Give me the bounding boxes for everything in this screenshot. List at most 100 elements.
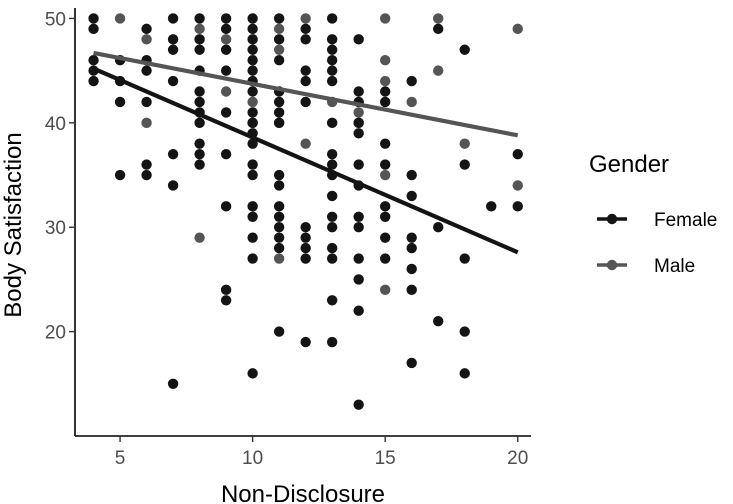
point-female-107	[353, 128, 364, 139]
point-female-135	[459, 44, 470, 55]
point-female-15	[167, 13, 179, 24]
point-female-36	[220, 65, 232, 76]
point-female-62	[273, 34, 285, 45]
point-male-9	[273, 23, 285, 35]
point-female-19	[167, 148, 179, 160]
point-female-142	[512, 201, 523, 212]
point-female-54	[247, 159, 258, 170]
point-female-61	[273, 13, 285, 24]
point-female-80	[300, 96, 311, 108]
point-female-59	[247, 253, 258, 264]
point-female-106	[353, 117, 364, 129]
x-axis-title: Non-Disclosure	[221, 481, 385, 504]
point-female-51	[247, 117, 258, 129]
point-female-72	[273, 222, 285, 233]
point-female-34	[220, 23, 232, 35]
point-female-44	[247, 34, 258, 45]
point-female-117	[379, 96, 391, 108]
point-female-39	[220, 201, 232, 212]
x-ticks: 5 10 15 20	[115, 436, 528, 469]
point-female-42	[247, 13, 258, 24]
y-tick-label-50: 50	[45, 9, 66, 30]
point-male-18	[379, 13, 391, 24]
point-female-128	[406, 242, 417, 254]
point-female-119	[379, 159, 391, 170]
legend: Gender Female Male	[589, 151, 717, 277]
point-female-123	[379, 253, 391, 264]
point-female-71	[273, 211, 285, 222]
point-female-138	[459, 326, 470, 337]
point-female-63	[273, 55, 285, 66]
point-female-100	[326, 253, 338, 264]
point-female-32	[194, 159, 205, 170]
point-male-4	[194, 232, 205, 243]
point-female-41	[220, 295, 232, 306]
point-female-46	[247, 55, 258, 66]
point-female-130	[406, 284, 417, 296]
point-female-76	[300, 23, 311, 35]
point-female-33	[220, 13, 232, 24]
point-female-65	[273, 96, 285, 108]
legend-label-male: Male	[654, 256, 695, 277]
point-male-3	[194, 23, 205, 35]
point-female-21	[167, 378, 179, 389]
point-female-23	[194, 34, 205, 45]
point-female-37	[220, 107, 232, 118]
point-female-40	[220, 284, 232, 296]
point-female-50	[247, 107, 258, 118]
point-male-12	[273, 253, 285, 264]
point-female-43	[247, 23, 258, 35]
legend-label-female: Female	[654, 210, 717, 231]
point-female-131	[406, 357, 417, 369]
point-female-98	[326, 222, 338, 233]
point-female-134	[433, 315, 444, 327]
point-male-14	[300, 138, 311, 149]
legend-key-female-dot	[606, 213, 618, 225]
point-male-28	[512, 180, 523, 191]
legend-key-male-dot	[606, 259, 618, 271]
point-female-20	[167, 180, 179, 191]
point-female-126	[406, 190, 417, 202]
point-female-108	[353, 159, 364, 170]
point-female-2	[88, 55, 99, 66]
point-female-97	[326, 211, 338, 222]
point-female-88	[326, 44, 338, 55]
point-female-129	[406, 263, 417, 275]
point-male-26	[459, 138, 470, 149]
point-male-23	[406, 96, 417, 108]
point-female-99	[326, 242, 338, 254]
point-male-13	[300, 13, 311, 24]
point-female-121	[379, 211, 391, 222]
point-female-68	[273, 169, 285, 181]
point-female-103	[353, 34, 364, 45]
point-male-7	[247, 96, 258, 108]
x-tick-label-20: 20	[507, 448, 528, 469]
point-female-31	[194, 148, 205, 160]
point-female-114	[353, 305, 364, 316]
point-female-47	[247, 65, 258, 76]
y-axis-title: Body Satisfaction	[0, 132, 27, 317]
point-female-22	[194, 13, 205, 24]
point-female-125	[406, 169, 417, 181]
point-female-112	[353, 253, 364, 264]
point-female-30	[194, 138, 205, 149]
point-female-0	[88, 13, 99, 24]
y-tick-label-20: 20	[45, 323, 66, 344]
point-female-104	[353, 86, 364, 97]
point-female-17	[167, 44, 179, 55]
point-female-7	[114, 96, 126, 108]
point-female-24	[194, 44, 205, 55]
point-female-122	[379, 232, 391, 243]
point-female-27	[194, 96, 205, 108]
legend-item-male: Male	[597, 256, 695, 277]
point-female-14	[141, 169, 152, 181]
point-male-25	[433, 65, 444, 76]
point-female-94	[326, 159, 338, 170]
points-layer	[88, 13, 523, 410]
x-tick-label-5: 5	[115, 448, 126, 469]
point-female-56	[247, 201, 258, 212]
point-female-136	[459, 159, 470, 170]
point-male-6	[220, 86, 232, 97]
point-female-45	[247, 44, 258, 55]
